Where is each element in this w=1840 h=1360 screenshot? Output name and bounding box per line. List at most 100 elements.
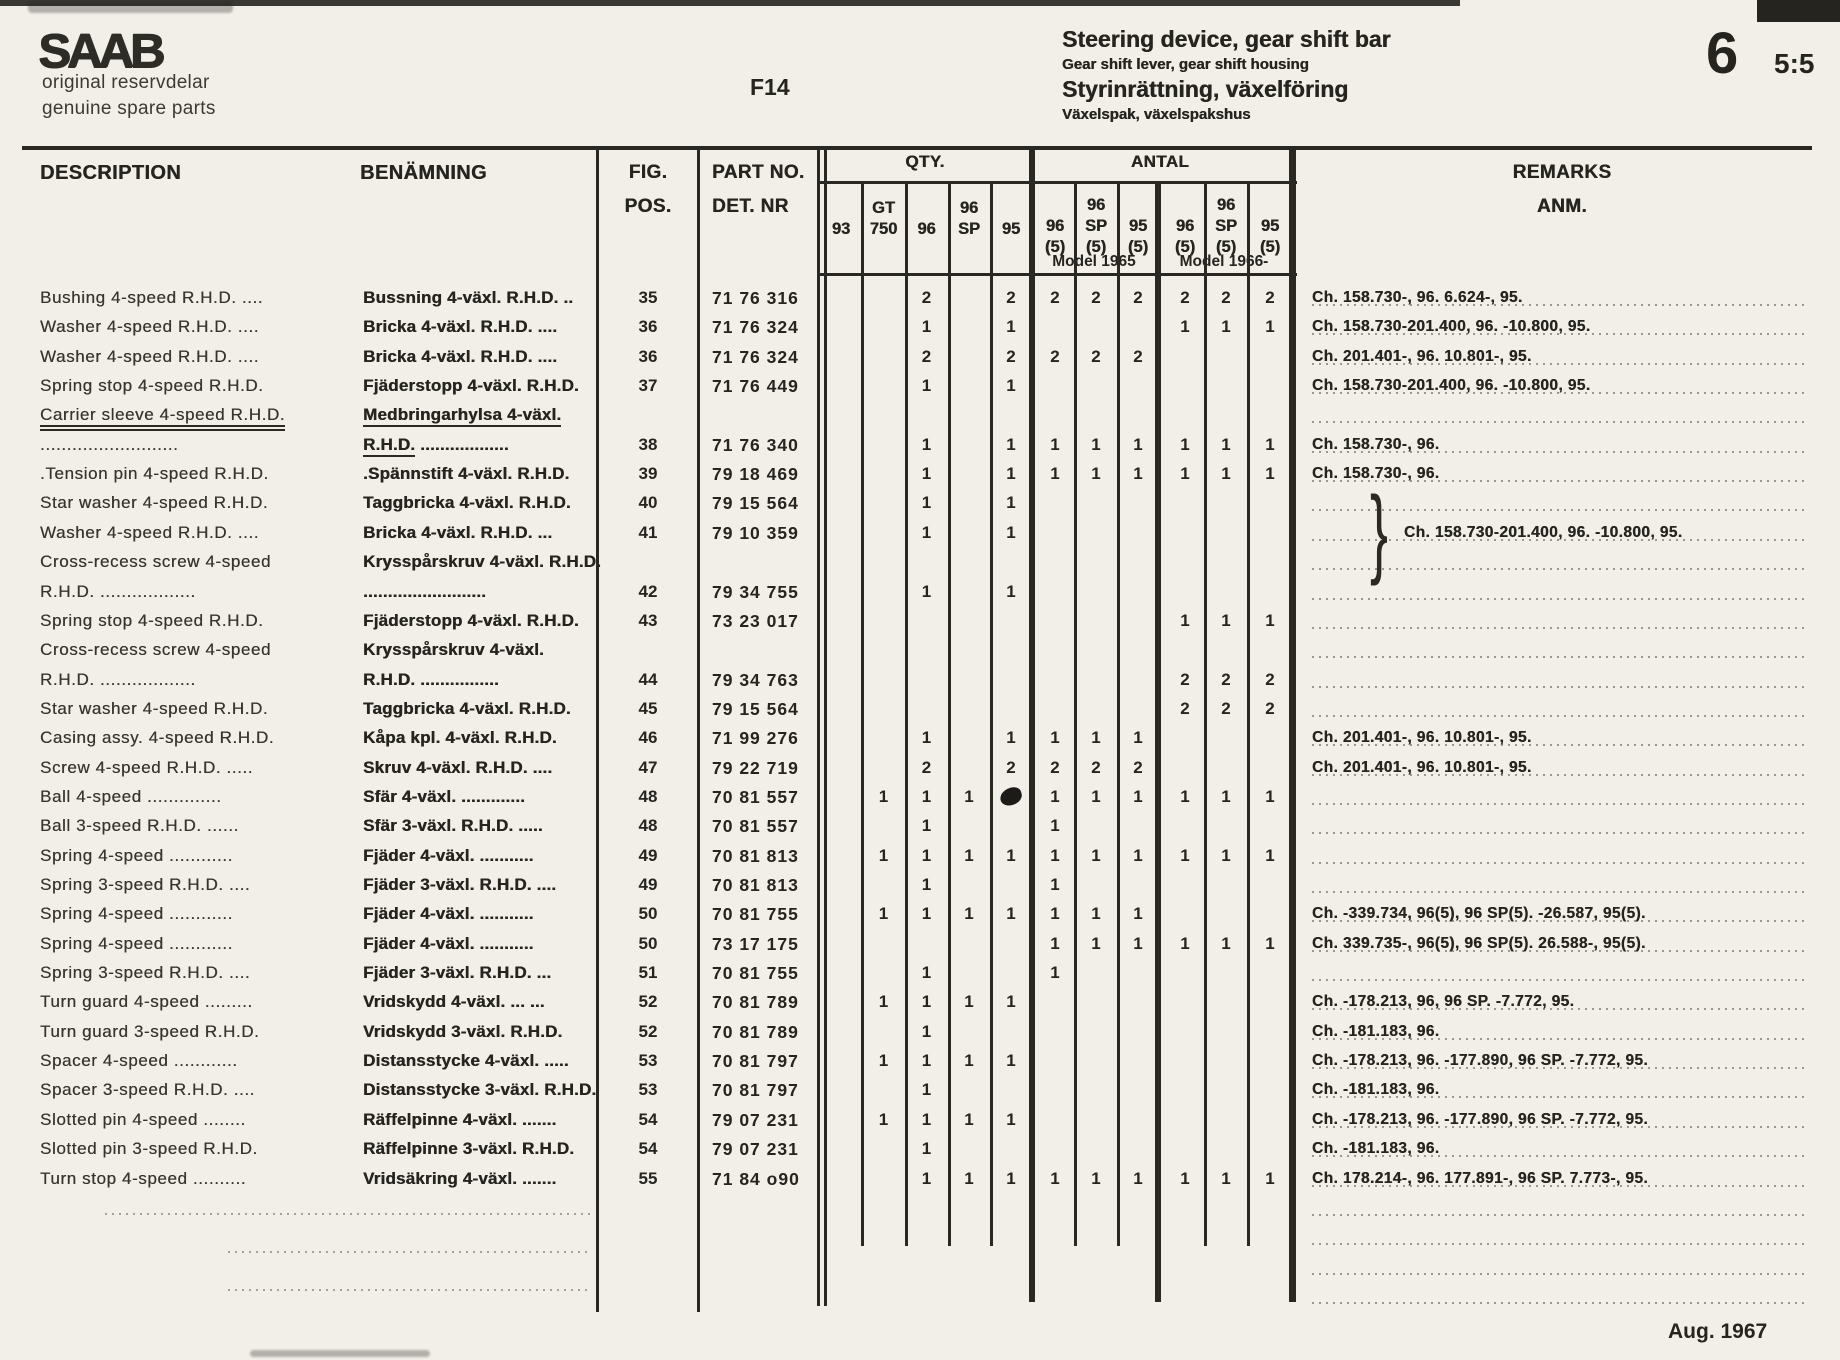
qty-cell: 1	[1265, 933, 1275, 953]
qty-cell: 1	[921, 786, 932, 806]
qty-cell: 2	[1133, 346, 1143, 366]
scan-artifact	[0, 0, 1460, 6]
scan-artifact	[28, 1, 233, 13]
remark-cell: Ch. 158.730-201.400, 96. -10.800, 95.	[1312, 318, 1591, 336]
qty-cell: 2	[921, 757, 932, 777]
part-no-cell: 70 81 789	[712, 1021, 799, 1042]
qty-col-header: 96 SP	[957, 199, 981, 238]
remark-cell: Ch. 158.730-, 96.	[1312, 435, 1440, 453]
description-cell: Star washer 4-speed R.H.D.	[40, 493, 269, 513]
qty-cell: 2	[1050, 346, 1060, 366]
benamning-cell: Krysspårskruv 4-växl. R.H.D.	[363, 552, 602, 572]
qty-cell: 2	[1091, 346, 1101, 366]
description-cell: R.H.D. ..................	[40, 581, 196, 601]
fig-pos-cell: 36	[638, 317, 658, 337]
benamning-cell: Sfär 3-växl. R.H.D. .....	[363, 816, 543, 836]
part-no-cell: 79 15 564	[712, 493, 799, 514]
part-no-cell: 70 81 789	[712, 992, 799, 1013]
dotted-leader	[1312, 802, 1804, 805]
qty-cell: 2	[1221, 698, 1231, 718]
qty-cell: 2	[1221, 288, 1231, 307]
qty-cell: 1	[921, 1021, 932, 1041]
dotted-leader	[1312, 949, 1804, 952]
qty-cell: 2	[921, 346, 932, 366]
description-cell: Star washer 4-speed R.H.D.	[40, 698, 269, 718]
remark-cell: Ch. -181.183, 96.	[1312, 1081, 1440, 1099]
description-cell: Spring 4-speed ............	[40, 904, 233, 924]
page-subtitle-sv: Växelspak, växelspakshus	[1062, 106, 1251, 123]
table-row: Carrier sleeve 4-speed R.H.D. Medbringarh…	[0, 400, 1840, 432]
qty-cell: 1	[1133, 1168, 1143, 1188]
part-no-cell: 71 76 316	[712, 288, 799, 308]
description-cell: Washer 4-speed R.H.D. ....	[40, 346, 260, 366]
benamning-cell: .........................	[363, 581, 487, 601]
figure-reference: F14	[750, 74, 790, 100]
benamning-cell: Distansstycke 3-växl. R.H.D.	[363, 1080, 597, 1100]
remark-cell: Ch. 339.735-, 96(5), 96 SP(5). 26.588-, …	[1312, 934, 1646, 952]
remark-cell: Ch. 158.730-, 96. 6.624-, 95.	[1312, 289, 1523, 306]
page-title-en: Steering device, gear shift bar	[1062, 26, 1391, 52]
qty-cell: 1	[1265, 610, 1275, 630]
benamning-cell: Bricka 4-växl. R.H.D. ....	[363, 346, 558, 366]
description-cell: Spacer 3-speed R.H.D. ....	[40, 1080, 255, 1100]
fig-pos-cell: 54	[638, 1139, 658, 1159]
qty-cell: 2	[1091, 288, 1101, 307]
description-cell: Casing assy. 4-speed R.H.D.	[40, 728, 275, 748]
part-no-cell: 79 10 359	[712, 522, 799, 543]
part-no-cell: 70 81 797	[712, 1051, 799, 1072]
qty-cell: 2	[1133, 288, 1143, 307]
dotted-leader	[1312, 744, 1804, 747]
qty-cell: 2	[1265, 288, 1275, 307]
qty-cell: 2	[921, 288, 932, 307]
dotted-leader	[1312, 509, 1804, 512]
table-row: Washer 4-speed R.H.D. .... Bricka 4-växl.…	[0, 342, 1840, 372]
dotted-leader	[1312, 714, 1804, 717]
qty-cell: 2	[1133, 757, 1143, 777]
dotted-leader	[1312, 1184, 1804, 1187]
dotted-leader	[1312, 891, 1804, 893]
qty-col-header: 96 (5)	[1174, 217, 1196, 256]
table-row: Washer 4-speed R.H.D. .... Bricka 4-växl.…	[0, 518, 1840, 548]
table-row: Slotted pin 4-speed ........ Räffelpinne …	[0, 1105, 1840, 1135]
part-no-cell: 70 81 557	[712, 816, 799, 837]
column-divider	[1247, 184, 1250, 1246]
column-divider	[905, 184, 908, 1246]
qty-cell: 1	[1221, 610, 1231, 630]
qty-cell: 1	[1050, 786, 1060, 806]
qty-cell: 1	[1133, 434, 1143, 454]
logo-subtitle-sv: original reservdelar	[42, 72, 210, 93]
model-1965-label: Model 1965	[1052, 253, 1136, 270]
benamning-cell: Sfär 4-växl. .............	[363, 786, 526, 806]
qty-cell: 1	[1221, 786, 1231, 806]
remark-cell: Ch. -181.183, 96.	[1312, 1140, 1440, 1158]
qty-cell: 1	[1050, 464, 1060, 484]
description-cell: Screw 4-speed R.H.D. .....	[40, 757, 254, 777]
benamning-cell: Taggbricka 4-växl. R.H.D.	[363, 698, 571, 718]
table-row: Spacer 4-speed ............ Distansstycke…	[0, 1046, 1840, 1076]
part-no-cell: 73 23 017	[712, 610, 799, 631]
table-row: Washer 4-speed R.H.D. .... Bricka 4-växl.…	[0, 312, 1840, 342]
dotted-leader	[1312, 920, 1804, 923]
model-header-rule	[820, 273, 1297, 276]
benamning-cell: Vridskydd 3-växl. R.H.D.	[363, 1021, 563, 1041]
qty-cell: 1	[1221, 845, 1231, 865]
dotted-leader	[1312, 1213, 1804, 1216]
dotted-leader	[1312, 626, 1804, 629]
qty-cell: 1	[921, 581, 932, 601]
description-cell: Cross-recess screw 4-speed	[40, 640, 271, 660]
fig-pos-cell: 48	[638, 786, 658, 806]
table-row: Spring stop 4-speed R.H.D. Fjäderstopp 4-…	[0, 606, 1840, 636]
qty-cell: 1	[878, 992, 889, 1012]
dotted-leader	[1312, 1008, 1804, 1011]
remark-cell: Ch. 201.401-, 96. 10.801-, 95.	[1312, 347, 1532, 365]
remark-cell: Ch. 158.730-201.400, 96. -10.800, 95.	[1312, 377, 1591, 395]
qty-cell: 1	[921, 992, 932, 1012]
table-row: Slotted pin 3-speed R.H.D. Räffelpinne 3-…	[0, 1134, 1840, 1164]
model-group-divider	[1155, 184, 1161, 1302]
description-cell: Spring 3-speed R.H.D. ....	[40, 963, 251, 983]
qty-cell: 1	[1265, 434, 1275, 454]
column-divider	[861, 184, 864, 1246]
part-no-cell: 70 81 557	[712, 786, 799, 807]
remark-cell: Ch. -181.183, 96.	[1312, 1022, 1440, 1040]
qty-col-header: GT 750	[869, 199, 898, 238]
